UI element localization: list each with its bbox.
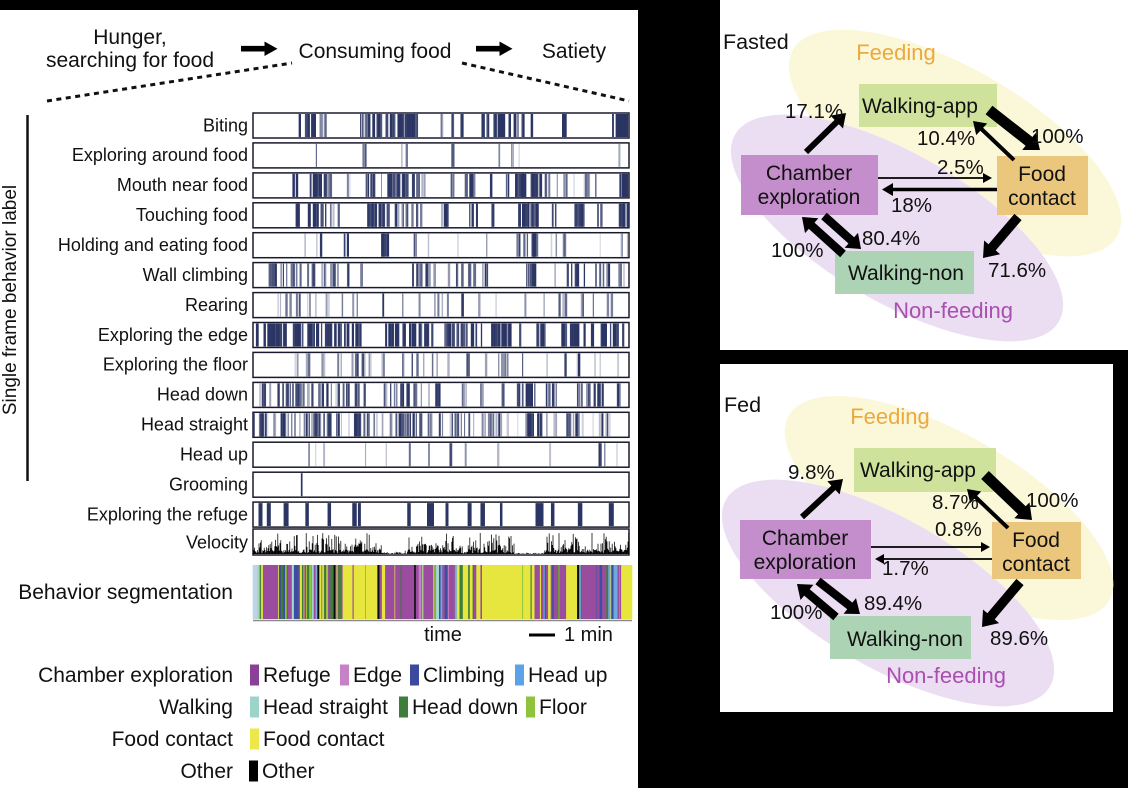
- svg-text:0.8%: 0.8%: [935, 518, 982, 541]
- svg-text:1 min: 1 min: [564, 624, 613, 646]
- svg-text:8.7%: 8.7%: [932, 491, 979, 514]
- svg-text:100%: 100%: [771, 239, 823, 262]
- svg-text:71.6%: 71.6%: [988, 259, 1046, 282]
- svg-text:89.6%: 89.6%: [990, 627, 1048, 650]
- svg-text:Head down: Head down: [412, 696, 518, 719]
- svg-text:Exploring the floor: Exploring the floor: [103, 355, 248, 375]
- svg-text:Walking: Walking: [159, 696, 233, 719]
- svg-text:Edge: Edge: [353, 664, 402, 687]
- svg-text:18%: 18%: [891, 194, 932, 217]
- svg-text:Food: Food: [1018, 163, 1066, 186]
- svg-text:Fed: Fed: [724, 393, 761, 417]
- svg-text:Walking-non: Walking-non: [847, 628, 963, 651]
- svg-text:Mouth near food: Mouth near food: [117, 175, 248, 195]
- svg-text:Single frame behavior label: Single frame behavior label: [0, 185, 21, 415]
- svg-text:Head down: Head down: [157, 385, 248, 405]
- svg-text:Head straight: Head straight: [263, 696, 388, 719]
- svg-text:17.1%: 17.1%: [785, 100, 843, 123]
- svg-text:Biting: Biting: [203, 115, 248, 135]
- svg-text:Chamber: Chamber: [766, 162, 852, 185]
- svg-text:Head straight: Head straight: [141, 415, 248, 435]
- svg-text:Food: Food: [1012, 529, 1060, 552]
- svg-text:time: time: [424, 624, 462, 646]
- svg-text:Non-feeding: Non-feeding: [886, 663, 1006, 688]
- svg-text:Climbing: Climbing: [423, 664, 505, 687]
- svg-text:Wall climbing: Wall climbing: [143, 265, 248, 285]
- svg-text:10.4%: 10.4%: [917, 127, 975, 150]
- svg-text:Refuge: Refuge: [263, 664, 331, 687]
- svg-text:Chamber: Chamber: [762, 527, 848, 550]
- svg-text:Chamber exploration: Chamber exploration: [38, 664, 233, 687]
- svg-text:Other: Other: [262, 760, 315, 783]
- svg-text:exploration: exploration: [754, 551, 857, 574]
- svg-text:89.4%: 89.4%: [864, 592, 922, 615]
- svg-text:Velocity: Velocity: [186, 533, 248, 553]
- svg-text:Exploring the refuge: Exploring the refuge: [87, 504, 248, 524]
- svg-text:Non-feeding: Non-feeding: [893, 298, 1013, 323]
- svg-text:Floor: Floor: [539, 696, 587, 719]
- svg-text:Head up: Head up: [528, 664, 607, 687]
- svg-text:Walking-app: Walking-app: [860, 459, 976, 482]
- svg-text:Touching food: Touching food: [136, 205, 248, 225]
- svg-text:Exploring the edge: Exploring the edge: [98, 325, 248, 345]
- svg-text:contact: contact: [1002, 553, 1070, 576]
- svg-text:Consuming food: Consuming food: [299, 40, 452, 63]
- svg-text:2.5%: 2.5%: [937, 156, 984, 179]
- svg-text:Feeding: Feeding: [856, 40, 936, 65]
- svg-text:Other: Other: [180, 760, 233, 783]
- svg-text:Exploring around food: Exploring around food: [72, 145, 248, 165]
- svg-text:Walking-non: Walking-non: [848, 262, 964, 285]
- svg-text:Holding and eating food: Holding and eating food: [58, 235, 248, 255]
- svg-text:Rearing: Rearing: [185, 295, 248, 315]
- svg-text:1.7%: 1.7%: [882, 557, 929, 580]
- svg-text:Satiety: Satiety: [542, 40, 607, 63]
- svg-text:Food contact: Food contact: [112, 728, 234, 751]
- svg-text:100%: 100%: [770, 601, 822, 624]
- svg-text:Walking-app: Walking-app: [862, 95, 978, 118]
- svg-text:Hunger,: Hunger,: [93, 26, 167, 49]
- svg-text:exploration: exploration: [758, 186, 861, 209]
- svg-text:Feeding: Feeding: [850, 404, 930, 429]
- svg-text:Food contact: Food contact: [263, 728, 385, 751]
- svg-text:Head up: Head up: [180, 445, 248, 465]
- svg-text:Behavior segmentation: Behavior segmentation: [18, 581, 233, 604]
- svg-text:Fasted: Fasted: [723, 30, 789, 54]
- svg-text:9.8%: 9.8%: [788, 461, 835, 484]
- svg-text:Grooming: Grooming: [169, 475, 248, 495]
- svg-text:80.4%: 80.4%: [862, 227, 920, 250]
- svg-text:searching for food: searching for food: [46, 49, 214, 72]
- svg-text:contact: contact: [1008, 187, 1076, 210]
- svg-text:100%: 100%: [1031, 125, 1083, 148]
- svg-text:100%: 100%: [1026, 489, 1078, 512]
